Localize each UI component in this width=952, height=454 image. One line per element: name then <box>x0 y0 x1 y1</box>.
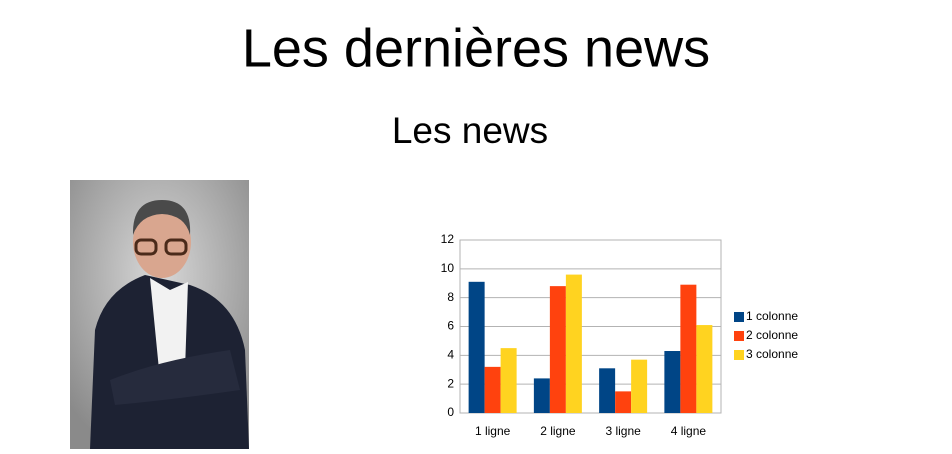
x-tick-label: 3 ligne <box>605 424 641 438</box>
legend-swatch <box>734 312 744 322</box>
bar <box>533 378 550 413</box>
bar <box>549 286 566 413</box>
bar <box>484 366 501 413</box>
y-tick-label: 2 <box>447 376 454 390</box>
legend-label: 1 colonne <box>746 309 798 323</box>
x-tick-label: 4 ligne <box>671 424 707 438</box>
bar <box>565 274 582 413</box>
y-tick-label: 10 <box>441 261 455 275</box>
plot-frame <box>459 239 722 414</box>
bar <box>615 391 632 413</box>
x-tick-label: 1 ligne <box>475 424 511 438</box>
legend-label: 2 colonne <box>746 328 798 342</box>
y-tick-label: 8 <box>447 290 454 304</box>
page-title: Les dernières news <box>242 18 710 78</box>
legend-swatch <box>734 331 744 341</box>
page-subtitle: Les news <box>392 110 548 151</box>
bar <box>680 284 697 413</box>
bar <box>500 348 517 413</box>
legend-swatch <box>734 350 744 360</box>
y-tick-label: 12 <box>441 232 455 246</box>
bar <box>599 368 616 413</box>
bar <box>631 359 648 413</box>
y-tick-label: 6 <box>447 319 454 333</box>
chart: 0 2 4 6 8 10 12 1 ligne 2 ligne 3 ligne 4 ligne 1 c… <box>441 232 799 438</box>
legend-label: 3 colonne <box>746 347 798 361</box>
bar <box>468 281 485 413</box>
portrait-photo <box>70 180 249 449</box>
bar <box>664 351 681 413</box>
y-tick-label: 0 <box>447 405 454 419</box>
bar <box>696 325 713 413</box>
x-tick-label: 2 ligne <box>540 424 576 438</box>
y-tick-label: 4 <box>447 348 454 362</box>
